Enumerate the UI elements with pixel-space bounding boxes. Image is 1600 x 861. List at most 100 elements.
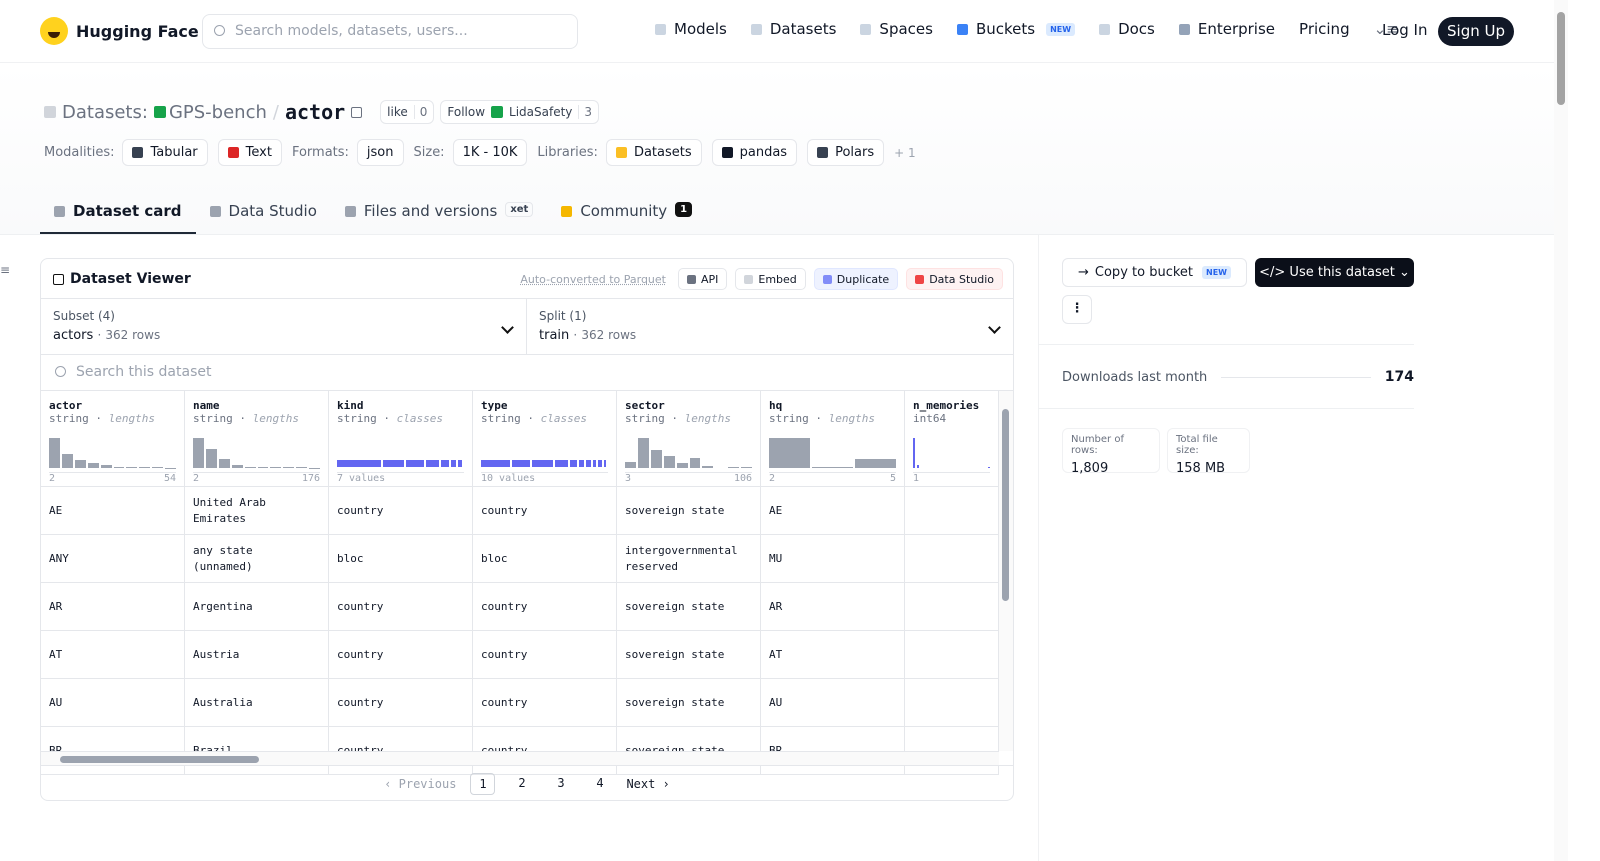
page-number[interactable]: 4 bbox=[596, 775, 604, 790]
size-value: 158 MB bbox=[1176, 461, 1226, 476]
repo-kind[interactable]: Datasets: bbox=[62, 101, 148, 123]
repo-name[interactable]: actor bbox=[284, 100, 346, 124]
column-header[interactable]: name string · lengths 2 176 bbox=[185, 391, 329, 487]
nav-link[interactable]: Datasets bbox=[750, 20, 836, 38]
column-type: string · lengths bbox=[769, 412, 875, 425]
button-label: Data Studio bbox=[929, 272, 994, 286]
class-segment bbox=[532, 460, 553, 467]
column-footer: 2 54 bbox=[49, 472, 176, 484]
tag-icon bbox=[227, 147, 239, 158]
table-cell: AU bbox=[41, 679, 185, 727]
split-select[interactable]: Split (1) train · 362 rows bbox=[527, 299, 1013, 355]
tag-row: Modalities: Tabular Text Formats: json Size: 1… bbox=[44, 139, 916, 166]
histogram-bar bbox=[49, 438, 60, 468]
viewer-button[interactable]: Data Studio bbox=[906, 268, 1003, 290]
tag-chip[interactable]: 1K - 10K bbox=[452, 139, 528, 166]
nav-link[interactable]: Spaces bbox=[860, 20, 933, 38]
v-scrollbar[interactable] bbox=[999, 391, 1013, 751]
table-cell bbox=[905, 679, 999, 727]
column-summary: 7 values bbox=[337, 473, 386, 484]
copy-to-bucket[interactable]: → Copy to bucket NEW bbox=[1062, 258, 1247, 287]
tag-chip[interactable]: Polars bbox=[807, 139, 885, 166]
like-button[interactable]: like 0 bbox=[380, 100, 435, 124]
column-name: hq bbox=[769, 399, 783, 412]
column-type: string · lengths bbox=[49, 412, 155, 425]
table-cell: any state (unnamed) bbox=[185, 535, 329, 583]
nav-link[interactable]: Docs bbox=[1099, 20, 1155, 38]
nav-link[interactable]: Pricing bbox=[1299, 20, 1350, 38]
histogram-bar bbox=[728, 467, 740, 468]
nav-link[interactable]: Enterprise bbox=[1178, 20, 1275, 38]
nav-icon bbox=[655, 23, 666, 35]
tab-label: Community bbox=[580, 202, 668, 220]
tab[interactable]: Data Studio bbox=[196, 196, 331, 234]
page-number[interactable]: 2 bbox=[518, 775, 526, 790]
histogram-bar bbox=[917, 465, 920, 468]
column-header[interactable]: kind string · classes 7 values bbox=[329, 391, 473, 487]
viewer-button[interactable]: API bbox=[677, 268, 728, 290]
subset-select[interactable]: Subset (4) actors · 362 rows bbox=[41, 299, 527, 355]
table-cell: bloc bbox=[473, 535, 617, 583]
split-label: Split (1) bbox=[539, 309, 587, 323]
nav-icon bbox=[860, 23, 872, 35]
column-header[interactable]: actor string · lengths 2 54 bbox=[41, 391, 185, 487]
signup[interactable]: Sign Up bbox=[1438, 17, 1514, 46]
parquet-link[interactable]: Auto-converted to Parquet bbox=[520, 272, 666, 286]
menu-toggle[interactable]: ≡ bbox=[0, 263, 11, 277]
tag-group-label: Formats: bbox=[291, 145, 349, 160]
column-max: 176 bbox=[301, 473, 320, 484]
tabs: Dataset card Data Studio Files and version… bbox=[40, 196, 706, 234]
page-number[interactable]: 1 bbox=[470, 772, 496, 795]
tab[interactable]: Dataset card bbox=[40, 196, 196, 234]
downloads-value: 174 bbox=[1384, 369, 1414, 385]
column-header[interactable]: type string · classes 10 values bbox=[473, 391, 617, 487]
viewer-button[interactable]: Embed bbox=[735, 268, 806, 290]
dataset-search[interactable]: Search this dataset bbox=[41, 355, 1013, 391]
tag-text: 1K - 10K bbox=[462, 145, 518, 160]
column-header[interactable]: n_memories int64 1 bbox=[905, 391, 999, 487]
more-menu[interactable]: ⌄≡ bbox=[1373, 20, 1399, 38]
page-number[interactable]: 3 bbox=[557, 775, 565, 790]
column-header[interactable]: hq string · lengths 2 5 bbox=[761, 391, 905, 487]
tag-chip[interactable]: pandas bbox=[711, 139, 798, 166]
histogram bbox=[625, 438, 753, 468]
tab[interactable]: Community 1 bbox=[547, 196, 706, 234]
brand[interactable]: Hugging Face bbox=[40, 17, 199, 45]
follow-button[interactable]: Follow LidaSafety 3 bbox=[440, 100, 600, 124]
column-min: 2 bbox=[769, 473, 776, 484]
use-dataset[interactable]: </> Use this dataset ⌄ bbox=[1255, 258, 1414, 287]
table-cell: AT bbox=[761, 631, 905, 679]
rows-label: Number of rows: bbox=[1071, 434, 1124, 456]
more-button[interactable]: ⋮ bbox=[1062, 295, 1092, 324]
h-scrollbar[interactable] bbox=[41, 751, 999, 765]
column-stat: classes bbox=[540, 412, 587, 425]
prev-page[interactable]: ‹ Previous bbox=[384, 776, 457, 791]
button-label: API bbox=[700, 272, 719, 286]
tag-chip[interactable]: Tabular bbox=[122, 139, 208, 166]
column-stat: lengths bbox=[252, 412, 299, 425]
tag-chip[interactable]: Text bbox=[217, 139, 282, 166]
table-cell: AR bbox=[761, 583, 905, 631]
tag-chip[interactable]: json bbox=[356, 139, 404, 166]
page-scrollbar[interactable] bbox=[1554, 0, 1568, 861]
tag-icon bbox=[721, 147, 733, 158]
copy-icon[interactable] bbox=[351, 106, 363, 118]
repo-owner[interactable]: GPS-bench bbox=[168, 101, 267, 123]
column-header[interactable]: sector string · lengths 3 106 bbox=[617, 391, 761, 487]
nav-link[interactable]: Buckets NEW bbox=[956, 20, 1076, 38]
tag-icon bbox=[132, 147, 144, 158]
next-page[interactable]: Next › bbox=[626, 776, 670, 791]
tag-chip[interactable]: Datasets bbox=[605, 139, 702, 166]
tab[interactable]: Files and versions xet bbox=[331, 196, 547, 234]
login[interactable]: Log In bbox=[1382, 21, 1428, 39]
nav-link[interactable]: Models bbox=[655, 20, 727, 38]
more-tags[interactable]: + 1 bbox=[894, 145, 916, 160]
histogram-bar bbox=[87, 463, 99, 468]
histogram-bar bbox=[283, 467, 295, 468]
class-segment bbox=[554, 460, 569, 467]
column-dtype: int64 bbox=[913, 412, 947, 425]
tag-text: json bbox=[366, 145, 394, 160]
viewer-button[interactable]: Duplicate bbox=[813, 268, 899, 290]
table-cell bbox=[905, 583, 999, 631]
search-box[interactable]: Search models, datasets, users... bbox=[202, 14, 578, 49]
